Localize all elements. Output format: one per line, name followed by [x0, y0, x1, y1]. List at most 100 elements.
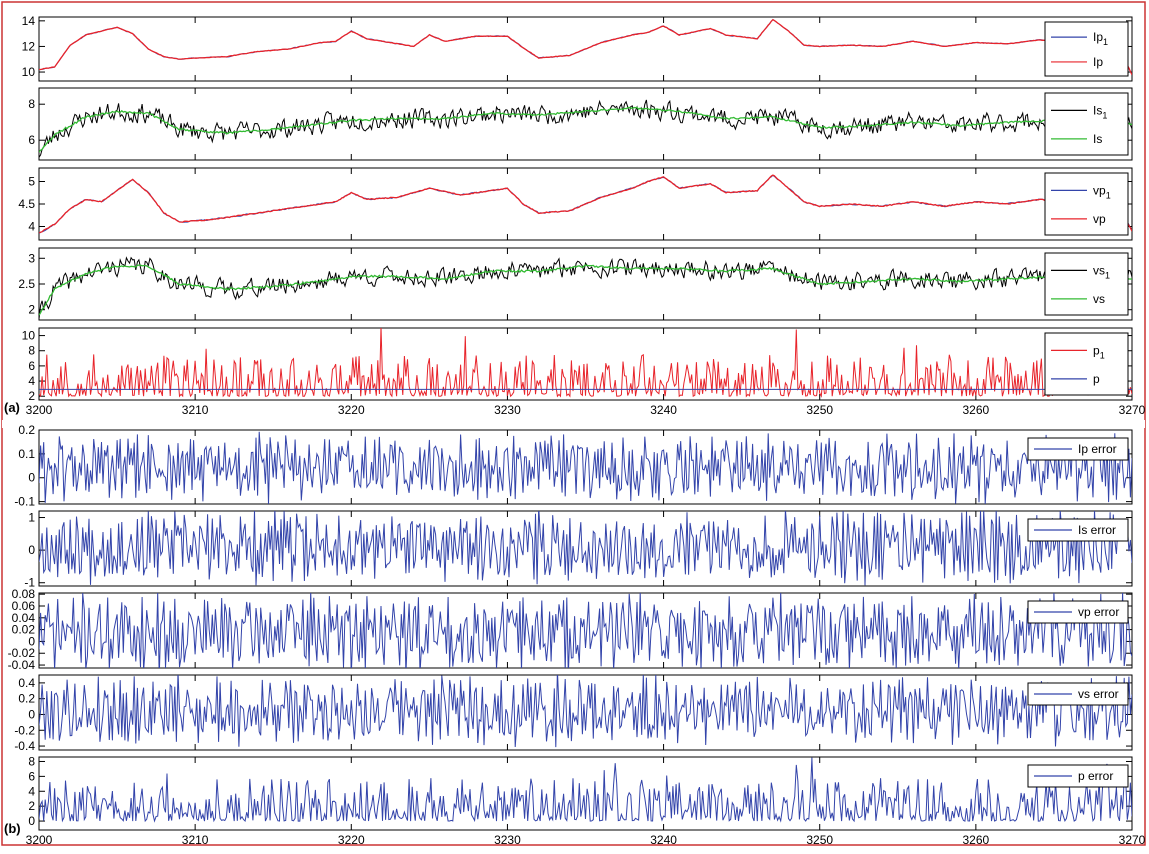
x-tick-label: 3240 [650, 403, 677, 417]
y-tick-label: 2 [28, 799, 35, 813]
y-tick-label: 0 [28, 814, 35, 828]
x-tick-label: 3210 [182, 403, 209, 417]
legend-label: Is error [1078, 523, 1116, 537]
y-tick-label: -0.02 [8, 646, 36, 660]
legend-box [1044, 21, 1129, 77]
x-tick-label: 3260 [963, 833, 990, 847]
legend-label-subscript: 1 [1103, 37, 1108, 47]
axes-box [38, 87, 1133, 161]
legend-box [1027, 600, 1129, 624]
y-tick-label: 0 [28, 471, 35, 485]
legend-label: vp error [1078, 605, 1119, 619]
plot-area [39, 99, 1132, 158]
legend-label-subscript: 1 [1106, 190, 1111, 200]
y-tick-label: 14 [22, 14, 36, 28]
y-tick-label: 0.2 [18, 692, 35, 706]
panel-label-a: (a) [4, 400, 20, 415]
y-tick-label: 8 [28, 344, 35, 358]
x-tick-label: 3260 [963, 403, 990, 417]
y-tick-label: -0.04 [8, 658, 36, 672]
legend-box [1044, 252, 1129, 316]
axes-box [38, 674, 1133, 751]
series-line-vp [39, 174, 1132, 234]
legend-label: vp [1093, 212, 1106, 226]
legend-box [1027, 437, 1129, 461]
y-tick-label: 0.04 [12, 611, 36, 625]
legend-label: p1 [1093, 343, 1105, 360]
x-tick-label: 3250 [806, 403, 833, 417]
legend-label-subscript: 1 [1105, 270, 1110, 280]
y-tick-label: 2.5 [18, 277, 35, 291]
legend-box [1044, 332, 1129, 396]
series-line-is [39, 106, 1132, 153]
axes-box [38, 247, 1133, 321]
y-tick-label: 10 [22, 329, 36, 343]
y-tick-label: -0.1 [14, 495, 35, 509]
axes-box [38, 510, 1133, 587]
legend-label: Ip error [1078, 442, 1117, 456]
legend: Ip error [1027, 437, 1129, 461]
plot-area [39, 174, 1132, 234]
legend: p1 p [1044, 332, 1129, 396]
y-tick-label: 3 [28, 251, 35, 265]
y-tick-label: 2 [28, 303, 35, 317]
legend-label: vs [1093, 292, 1105, 306]
plot-area [39, 593, 1132, 668]
y-tick-label: 0.08 [12, 587, 36, 601]
x-tick-label: 3270 [1119, 403, 1146, 417]
series-line-is-1 [39, 99, 1132, 158]
legend-label-subscript: 1 [1100, 350, 1105, 360]
legend: Is error [1027, 518, 1129, 542]
legend-label: Is [1093, 132, 1102, 146]
x-tick-label: 3230 [494, 403, 521, 417]
legend-label: Ip [1093, 55, 1103, 69]
legend-label: vs error [1078, 687, 1119, 701]
y-tick-label: 0.02 [12, 623, 36, 637]
x-tick-label: 3210 [182, 833, 209, 847]
legend-label: p [1093, 372, 1100, 386]
legend-label-subscript: 1 [1102, 110, 1107, 120]
y-tick-label: 12 [22, 39, 36, 53]
plot-area [39, 328, 1132, 398]
x-tick-label: 3200 [26, 403, 53, 417]
y-tick-label: 0.06 [12, 599, 36, 613]
y-tick-label: 0.1 [18, 447, 35, 461]
y-tick-label: 1 [28, 511, 35, 525]
subplot-b2: -1 0 1 Is error [24, 510, 1133, 590]
legend: vs error [1027, 682, 1129, 706]
x-tick-label: 3230 [494, 833, 521, 847]
legend-box [1044, 172, 1129, 236]
y-tick-label: 0.2 [18, 423, 35, 437]
y-tick-label: 6 [28, 769, 35, 783]
legend-box [1027, 682, 1129, 706]
legend: vp error [1027, 600, 1129, 624]
legend: p error [1027, 764, 1129, 788]
y-tick-label: -0.2 [14, 723, 35, 737]
plot-area [39, 18, 1132, 75]
panel-label-b: (b) [4, 821, 21, 836]
y-tick-label: -0.4 [14, 739, 35, 753]
series-line-vs [39, 264, 1132, 316]
x-tick-label: 3220 [338, 833, 365, 847]
legend-box [1027, 518, 1129, 542]
legend-label: p error [1078, 769, 1113, 783]
y-tick-label: 0.4 [18, 676, 35, 690]
y-tick-label: 10 [22, 65, 36, 79]
y-tick-label: 4 [28, 784, 35, 798]
plot-area [39, 757, 1132, 823]
x-tick-label: 3240 [650, 833, 677, 847]
series-line-vp-error [39, 593, 1132, 668]
series-line-p-error [39, 757, 1132, 823]
plot-area [39, 256, 1132, 320]
y-tick-label: 0 [28, 634, 35, 648]
y-tick-label: 4.5 [18, 197, 35, 211]
